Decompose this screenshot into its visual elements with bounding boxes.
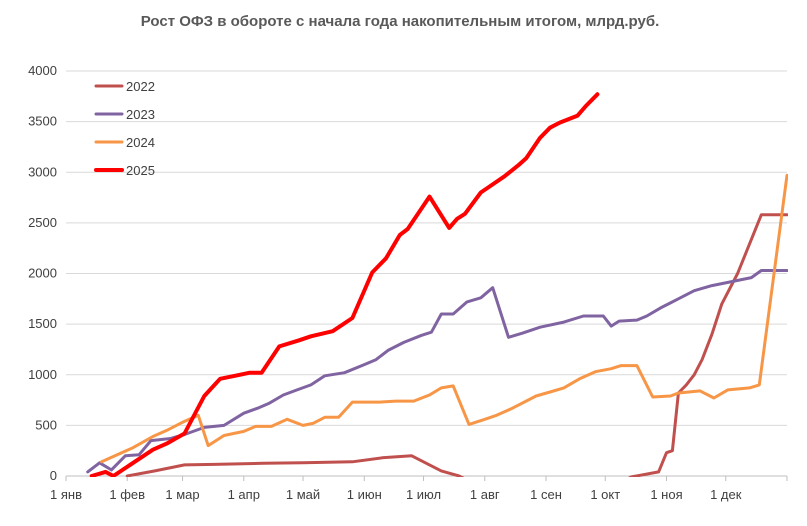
x-tick-label: 1 окт <box>590 487 620 502</box>
y-tick-label: 3000 <box>28 164 57 179</box>
x-tick-label: 1 май <box>286 487 320 502</box>
series-line-2025 <box>89 92 600 477</box>
y-tick-label: 0 <box>50 468 57 483</box>
x-tick-label: 1 июл <box>406 487 441 502</box>
x-tick-label: 1 авг <box>470 487 500 502</box>
legend-label-2024: 2024 <box>126 135 155 150</box>
gridlines <box>66 70 787 426</box>
y-tick-label: 3500 <box>28 114 57 129</box>
x-tick-label: 1 сен <box>530 487 562 502</box>
x-tick-label: 1 мар <box>165 487 199 502</box>
x-tick-label: 1 апр <box>228 487 260 502</box>
y-tick-label: 2000 <box>28 266 57 281</box>
legend-label-2023: 2023 <box>126 107 155 122</box>
legend-label-2022: 2022 <box>126 79 155 94</box>
chart-title: Рост ОФЗ в обороте с начала года накопит… <box>141 13 660 30</box>
y-tick-label: 500 <box>35 417 57 432</box>
legend: 2022 2023 2024 2025 <box>94 79 155 178</box>
x-tick-label: 1 фев <box>109 487 145 502</box>
series-line-2024 <box>100 173 788 464</box>
y-axis-ticks: 0 500 1000 1500 2000 2500 3000 3500 4000 <box>28 63 57 483</box>
y-tick-label: 2500 <box>28 215 57 230</box>
x-tick-label: 1 янв <box>50 487 82 502</box>
x-axis-ticks: 1 янв 1 фев 1 мар 1 апр 1 май 1 июн 1 июл 1 авг… <box>50 476 788 502</box>
series-group <box>86 92 788 477</box>
series-line-2022 <box>125 213 788 477</box>
x-tick-label: 1 дек <box>710 487 742 502</box>
x-tick-label: 1 ноя <box>650 487 682 502</box>
legend-label-2025: 2025 <box>126 163 155 178</box>
y-tick-label: 1500 <box>28 316 57 331</box>
series-line-2023 <box>86 269 788 474</box>
y-tick-label: 4000 <box>28 63 57 78</box>
x-tick-label: 1 июн <box>347 487 382 502</box>
y-tick-label: 1000 <box>28 367 57 382</box>
